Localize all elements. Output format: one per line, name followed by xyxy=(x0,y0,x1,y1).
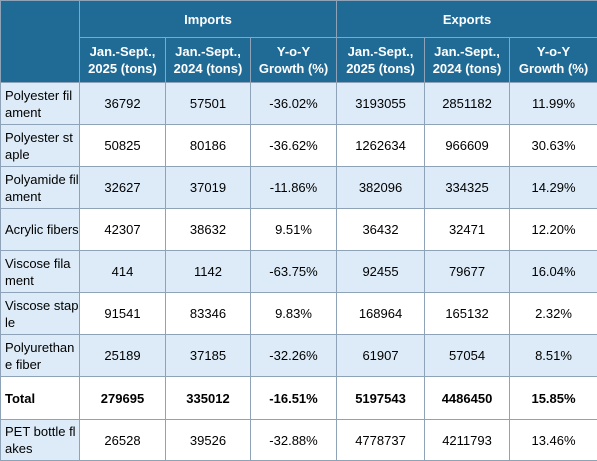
row-label: Polyester filament xyxy=(1,83,80,125)
table-cell: 57054 xyxy=(425,335,510,377)
table-cell: 4211793 xyxy=(425,420,510,461)
table-cell: 165132 xyxy=(425,293,510,335)
table-cell: -32.88% xyxy=(251,420,337,461)
table-row: Polyester filament 36792 57501 -36.02% 3… xyxy=(1,83,597,125)
column-header: Jan.-Sept.,2025 (tons) xyxy=(337,38,425,83)
total-row: Total 279695 335012 -16.51% 5197543 4486… xyxy=(1,377,597,420)
table-cell: 4778737 xyxy=(337,420,425,461)
table-cell: 92455 xyxy=(337,251,425,293)
table-cell: 4486450 xyxy=(425,377,510,420)
row-label: Viscose filament xyxy=(1,251,80,293)
table-cell: 1262634 xyxy=(337,125,425,167)
table-cell: 83346 xyxy=(166,293,251,335)
column-header: Jan.-Sept.,2024 (tons) xyxy=(425,38,510,83)
table-cell: 382096 xyxy=(337,167,425,209)
table-cell: 14.29% xyxy=(510,167,597,209)
row-label: Total xyxy=(1,377,80,420)
table-row: Polyurethane fiber 25189 37185 -32.26% 6… xyxy=(1,335,597,377)
table-row: PET bottle flakes 26528 39526 -32.88% 47… xyxy=(1,420,597,461)
table-row: Polyester staple 50825 80186 -36.62% 126… xyxy=(1,125,597,167)
table-cell: 334325 xyxy=(425,167,510,209)
row-label: Polyurethane fiber xyxy=(1,335,80,377)
table-cell: 91541 xyxy=(80,293,166,335)
table-cell: -32.26% xyxy=(251,335,337,377)
table-cell: 168964 xyxy=(337,293,425,335)
row-label-header xyxy=(1,1,80,83)
table-cell: -36.62% xyxy=(251,125,337,167)
exports-group-header: Exports xyxy=(337,1,597,38)
row-label: Polyamide filament xyxy=(1,167,80,209)
table-cell: 36792 xyxy=(80,83,166,125)
table-cell: -36.02% xyxy=(251,83,337,125)
table-cell: 335012 xyxy=(166,377,251,420)
table-cell: 3193055 xyxy=(337,83,425,125)
table-cell: 2851182 xyxy=(425,83,510,125)
row-label: Acrylic fibers xyxy=(1,209,80,251)
table-cell: 5197543 xyxy=(337,377,425,420)
table-cell: 966609 xyxy=(425,125,510,167)
table-row: Viscose filament 414 1142 -63.75% 92455 … xyxy=(1,251,597,293)
table-cell: 39526 xyxy=(166,420,251,461)
table-cell: 15.85% xyxy=(510,377,597,420)
table-cell: 12.20% xyxy=(510,209,597,251)
table-cell: 42307 xyxy=(80,209,166,251)
row-label: Polyester staple xyxy=(1,125,80,167)
table-row: Viscose staple 91541 83346 9.83% 168964 … xyxy=(1,293,597,335)
table-cell: 50825 xyxy=(80,125,166,167)
table-cell: 1142 xyxy=(166,251,251,293)
table-cell: 32471 xyxy=(425,209,510,251)
table-cell: 32627 xyxy=(80,167,166,209)
imports-group-header: Imports xyxy=(80,1,337,38)
table-cell: 9.83% xyxy=(251,293,337,335)
table-cell: 30.63% xyxy=(510,125,597,167)
table-cell: -16.51% xyxy=(251,377,337,420)
table-row: Acrylic fibers 42307 38632 9.51% 36432 3… xyxy=(1,209,597,251)
column-header-row: Jan.-Sept.,2025 (tons) Jan.-Sept.,2024 (… xyxy=(1,38,597,83)
table-cell: 414 xyxy=(80,251,166,293)
table-cell: 37019 xyxy=(166,167,251,209)
column-header: Jan.-Sept.,2025 (tons) xyxy=(80,38,166,83)
table-cell: 36432 xyxy=(337,209,425,251)
table-cell: 79677 xyxy=(425,251,510,293)
table-cell: 2.32% xyxy=(510,293,597,335)
row-label: Viscose staple xyxy=(1,293,80,335)
table-cell: 9.51% xyxy=(251,209,337,251)
row-label: PET bottle flakes xyxy=(1,420,80,461)
table-cell: -11.86% xyxy=(251,167,337,209)
table-cell: 57501 xyxy=(166,83,251,125)
column-header: Jan.-Sept.,2024 (tons) xyxy=(166,38,251,83)
table-cell: 11.99% xyxy=(510,83,597,125)
table-cell: 13.46% xyxy=(510,420,597,461)
table-cell: 38632 xyxy=(166,209,251,251)
table-cell: 25189 xyxy=(80,335,166,377)
table-cell: 80186 xyxy=(166,125,251,167)
table-cell: 61907 xyxy=(337,335,425,377)
table-cell: 279695 xyxy=(80,377,166,420)
table-cell: -63.75% xyxy=(251,251,337,293)
table-cell: 26528 xyxy=(80,420,166,461)
table-cell: 16.04% xyxy=(510,251,597,293)
table-row: Polyamide filament 32627 37019 -11.86% 3… xyxy=(1,167,597,209)
table-cell: 8.51% xyxy=(510,335,597,377)
table-cell: 37185 xyxy=(166,335,251,377)
